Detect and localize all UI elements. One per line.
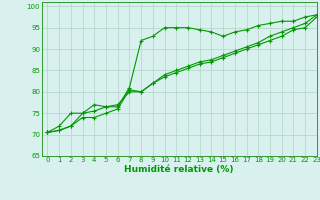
X-axis label: Humidité relative (%): Humidité relative (%) — [124, 165, 234, 174]
